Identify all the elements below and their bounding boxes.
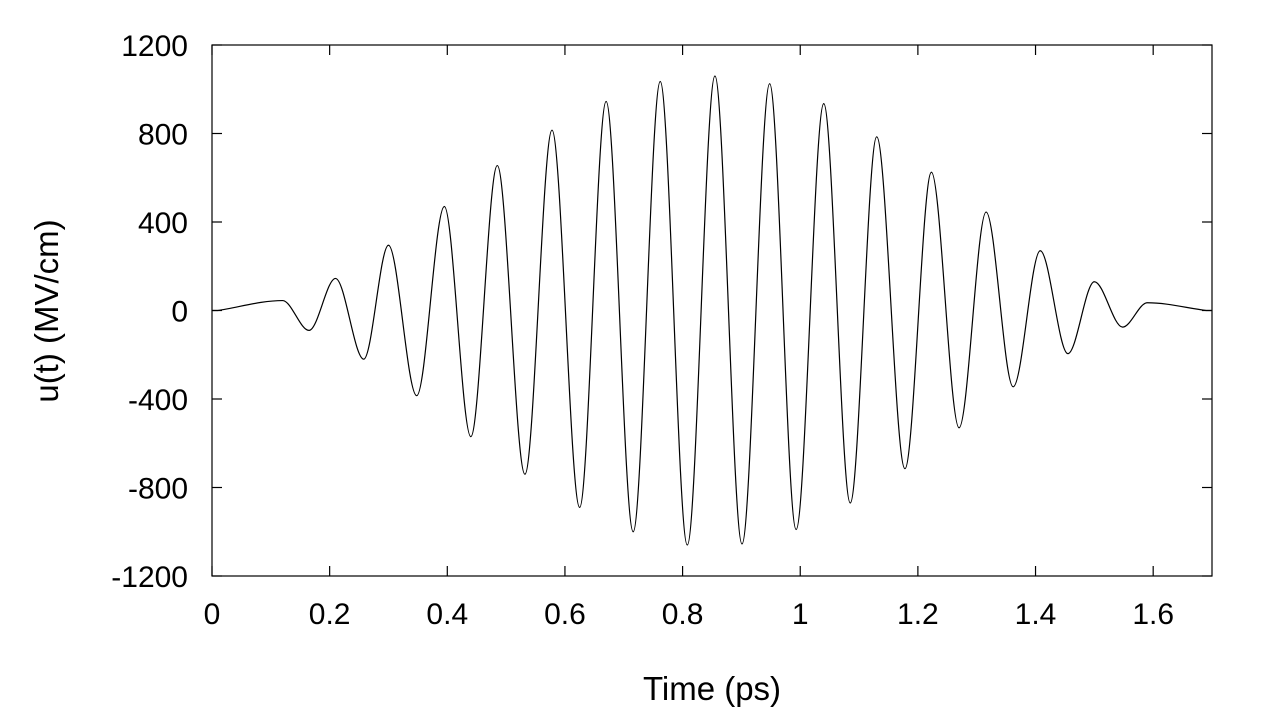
y-tick-label: 1200 [121,30,188,63]
x-tick-label: 1.4 [1015,598,1057,631]
y-axis-label: u(t) (MV/cm) [28,219,65,402]
x-axis: 0 0.2 0.4 0.6 0.8 1 1.2 1.4 1.6 [204,45,1174,631]
y-tick-label: 0 [171,296,188,329]
y-axis: 1200 800 400 0 -400 -800 -1200 [111,30,1212,594]
x-tick-label: 0 [204,598,221,631]
x-tick-label: 1 [792,598,809,631]
x-tick-label: 0.8 [662,598,704,631]
y-tick-label: -800 [128,473,188,506]
x-tick-label: 0.2 [309,598,351,631]
y-tick-label: -400 [128,384,188,417]
x-tick-label: 1.6 [1132,598,1174,631]
x-axis-label: Time (ps) [643,670,781,707]
series-line-waveform [212,75,1212,546]
x-tick-label: 0.4 [426,598,468,631]
x-tick-label: 1.2 [897,598,939,631]
y-tick-label: -1200 [111,561,188,594]
x-tick-label: 0.6 [544,598,586,631]
y-tick-label: 800 [138,119,188,152]
y-tick-label: 400 [138,207,188,240]
plot-frame [211,44,1213,577]
